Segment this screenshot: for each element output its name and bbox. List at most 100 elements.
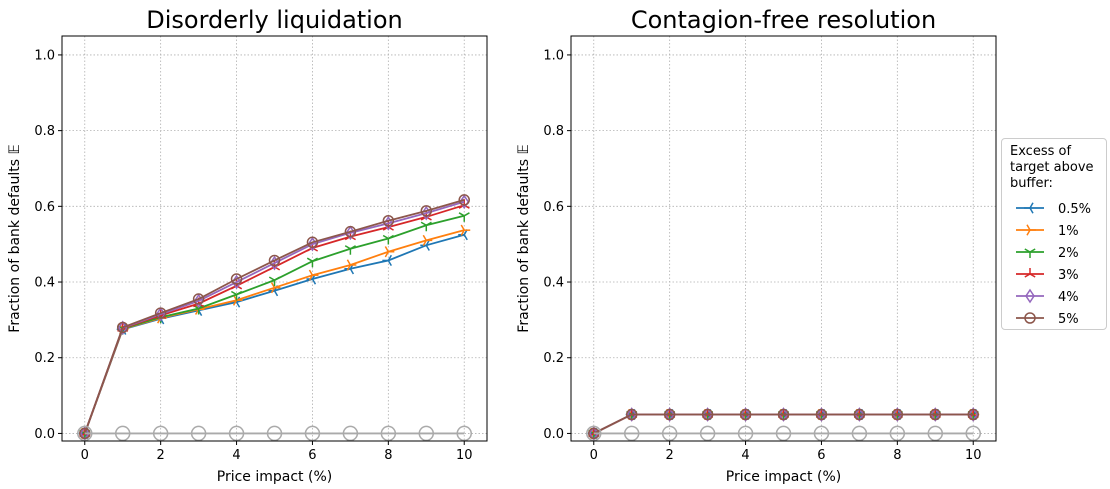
data-point bbox=[270, 282, 281, 294]
data-point bbox=[701, 408, 714, 421]
chart-title: Contagion-free resolution bbox=[631, 6, 936, 34]
y-tick-label: 0.4 bbox=[34, 276, 55, 291]
y-tick-label: 0.6 bbox=[34, 200, 55, 215]
data-point bbox=[266, 425, 283, 442]
series-baseline bbox=[586, 425, 981, 442]
data-point bbox=[268, 276, 281, 287]
legend-marker bbox=[1024, 248, 1036, 258]
data-point bbox=[346, 259, 357, 271]
y-tick-label: 0.2 bbox=[34, 351, 55, 366]
y-tick-label: 0.4 bbox=[543, 276, 564, 291]
data-point bbox=[422, 234, 433, 246]
data-point bbox=[737, 425, 754, 442]
y-tick-label: 1.0 bbox=[34, 48, 55, 63]
legend-marker bbox=[1024, 312, 1036, 324]
legend-entry: 1% bbox=[1016, 224, 1079, 239]
x-axis-label: Price impact (%) bbox=[726, 469, 841, 485]
data-point bbox=[777, 408, 790, 421]
legend-entry: 3% bbox=[1016, 268, 1079, 283]
axes-frame bbox=[61, 35, 488, 442]
data-point bbox=[813, 425, 830, 442]
axes-frame bbox=[570, 35, 997, 442]
data-point bbox=[851, 425, 868, 442]
data-point bbox=[382, 214, 395, 227]
series-line bbox=[593, 413, 974, 435]
data-point bbox=[456, 425, 472, 442]
y-tick-label: 0.0 bbox=[543, 427, 564, 442]
data-point bbox=[342, 425, 359, 442]
x-tick-label: 8 bbox=[384, 448, 392, 463]
series-3% bbox=[79, 199, 470, 438]
data-point bbox=[967, 408, 979, 421]
data-point bbox=[815, 408, 828, 421]
data-point bbox=[230, 273, 243, 285]
x-tick-label: 8 bbox=[893, 448, 901, 463]
data-point bbox=[968, 407, 979, 422]
series-5% bbox=[588, 408, 979, 440]
data-point bbox=[154, 307, 167, 319]
data-point bbox=[458, 212, 470, 222]
data-point bbox=[382, 254, 392, 267]
legend: Excess of target above buffer: 0.5% 1% 2% 3… bbox=[1001, 138, 1107, 330]
series-1% bbox=[81, 224, 471, 440]
legend-label: 2% bbox=[1058, 246, 1079, 261]
data-point bbox=[384, 246, 395, 258]
data-point bbox=[854, 407, 865, 422]
legend-label: 5% bbox=[1058, 312, 1079, 327]
data-point bbox=[699, 425, 716, 442]
series-5% bbox=[79, 194, 470, 440]
data-point bbox=[228, 425, 245, 442]
chart-title: Disorderly liquidation bbox=[146, 6, 403, 34]
data-point bbox=[190, 425, 207, 442]
data-point bbox=[152, 425, 169, 442]
x-tick-label: 4 bbox=[741, 448, 749, 463]
data-point bbox=[892, 407, 903, 422]
x-tick-label: 2 bbox=[157, 448, 165, 463]
y-axis-label: Fraction of bank defaults 𝔼 bbox=[516, 144, 532, 332]
series-line bbox=[83, 200, 465, 434]
legend-entry: 0.5% bbox=[1016, 202, 1091, 217]
data-point bbox=[268, 254, 281, 267]
data-point bbox=[77, 425, 93, 442]
x-tick-label: 6 bbox=[817, 448, 825, 463]
data-point bbox=[420, 205, 433, 217]
data-point bbox=[586, 425, 602, 442]
legend-label: 1% bbox=[1058, 224, 1079, 239]
data-point bbox=[816, 407, 827, 422]
x-tick-label: 10 bbox=[456, 448, 473, 463]
data-point bbox=[79, 426, 90, 441]
legend-label: 4% bbox=[1058, 290, 1079, 305]
data-point bbox=[663, 408, 676, 421]
series-baseline bbox=[77, 425, 472, 442]
series-2% bbox=[79, 212, 470, 440]
data-point bbox=[891, 408, 904, 421]
x-tick-label: 0 bbox=[81, 448, 89, 463]
y-tick-label: 0.2 bbox=[543, 351, 564, 366]
data-point bbox=[930, 407, 941, 422]
legend-label: 3% bbox=[1058, 268, 1079, 283]
series-3% bbox=[588, 408, 979, 438]
series-2% bbox=[588, 410, 979, 440]
y-tick-label: 1.0 bbox=[543, 48, 564, 63]
legend-marker bbox=[1025, 288, 1035, 304]
legend-entries: 0.5% 1% 2% 3% 4% 5% bbox=[1016, 202, 1091, 327]
data-point bbox=[626, 407, 637, 422]
data-point bbox=[778, 407, 789, 422]
data-point bbox=[853, 408, 866, 421]
data-point bbox=[192, 293, 205, 305]
legend-label: 0.5% bbox=[1058, 202, 1091, 217]
chart-panel-disorderly-liquidation: 0 2 4 6 8 10 0.0 0.2 0.4 0.6 0.8 1.0 Disorderly liqu… bbox=[7, 6, 488, 485]
data-point bbox=[965, 425, 981, 442]
data-point bbox=[344, 225, 357, 238]
data-point bbox=[664, 407, 675, 422]
data-point bbox=[304, 425, 321, 442]
y-tick-label: 0.6 bbox=[543, 200, 564, 215]
data-point bbox=[116, 321, 129, 334]
x-tick-label: 4 bbox=[232, 448, 240, 463]
x-tick-label: 0 bbox=[590, 448, 598, 463]
legend-title: Excess of target above buffer: bbox=[1010, 144, 1094, 191]
data-point bbox=[458, 194, 470, 206]
series-line bbox=[83, 199, 465, 434]
y-axis-label: Fraction of bank defaults 𝔼 bbox=[7, 144, 23, 332]
